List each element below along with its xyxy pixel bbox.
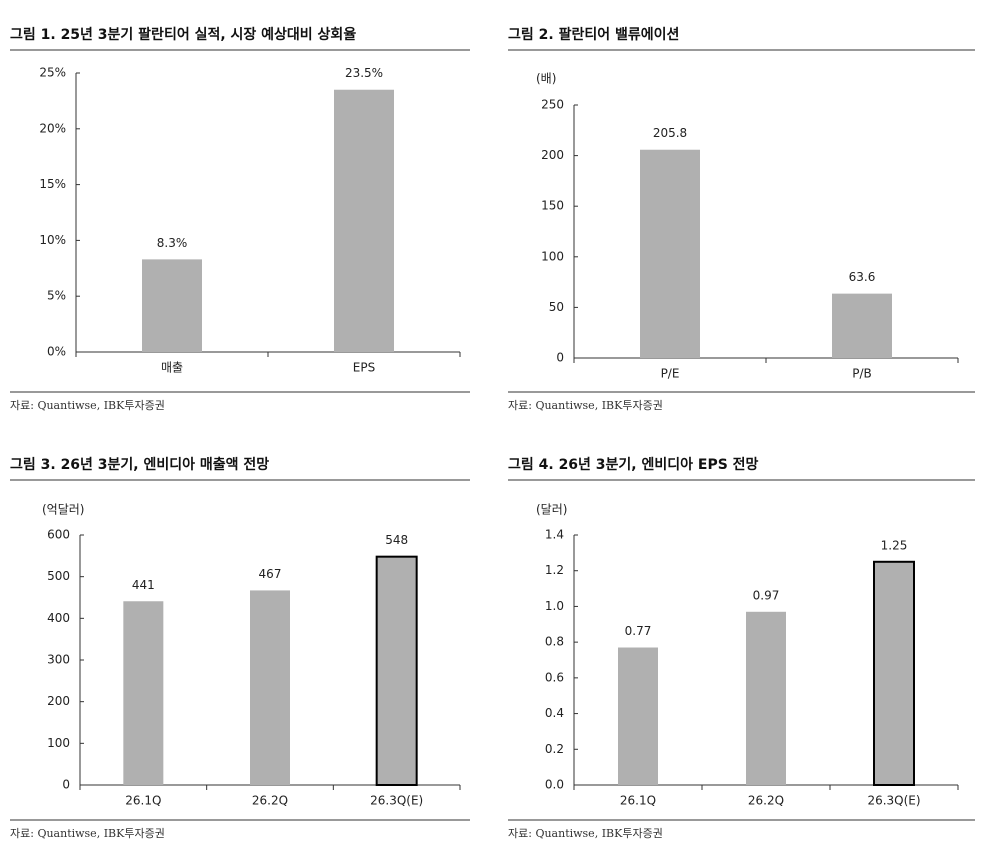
value-label: 467 <box>259 567 282 581</box>
bar <box>375 555 418 787</box>
x-tick-label: 매출 <box>161 361 183 375</box>
y-tick-label: 25% <box>39 66 66 80</box>
y-tick-label: 150 <box>541 199 564 213</box>
source: 자료: Quantiwse, IBK투자증권 <box>508 827 663 840</box>
y-tick-label: 0.2 <box>545 742 564 756</box>
x-tick-label: P/B <box>852 367 872 381</box>
y-tick-label: 300 <box>47 653 70 667</box>
value-label: 0.77 <box>625 624 652 638</box>
value-label: 441 <box>132 578 155 592</box>
x-tick-label: P/E <box>661 367 680 381</box>
y-tick-label: 0.8 <box>545 635 564 649</box>
source: 자료: Quantiwse, IBK투자증권 <box>10 827 165 840</box>
x-tick-label: 26.2Q <box>252 794 288 808</box>
y-tick-label: 5% <box>47 289 66 303</box>
bar <box>832 293 892 358</box>
y-tick-label: 50 <box>549 300 564 314</box>
y-tick-label: 1.4 <box>545 528 564 542</box>
value-label: 548 <box>385 533 408 547</box>
chart-title: 그림 3. 26년 3분기, 엔비디아 매출액 전망 <box>10 456 269 473</box>
bar <box>142 259 202 352</box>
bar <box>334 89 394 353</box>
value-label: 1.25 <box>881 538 908 552</box>
bar <box>873 560 915 786</box>
x-tick-label: EPS <box>353 361 375 375</box>
bar <box>123 601 164 785</box>
y-tick-label: 1.0 <box>545 599 564 613</box>
y-tick-label: 15% <box>39 177 66 191</box>
y-tick-label: 0 <box>62 778 70 792</box>
value-label: 205.8 <box>653 126 687 140</box>
chart-title: 그림 1. 25년 3분기 팔란티어 실적, 시장 예상대비 상회율 <box>10 26 356 43</box>
bar <box>618 647 658 785</box>
y-tick-label: 0.4 <box>545 706 564 720</box>
y-tick-label: 0 <box>556 351 564 365</box>
bar <box>746 611 786 785</box>
value-label: 0.97 <box>753 588 780 602</box>
bar <box>640 149 700 358</box>
y-tick-label: 0.0 <box>545 778 564 792</box>
y-tick-label: 0% <box>47 345 66 359</box>
source: 자료: Quantiwse, IBK투자증권 <box>508 399 663 412</box>
chart-title: 그림 2. 팔란티어 밸류에이션 <box>508 26 679 43</box>
y-tick-label: 600 <box>47 528 70 542</box>
y-tick-label: 200 <box>541 148 564 162</box>
y-tick-label: 500 <box>47 569 70 583</box>
x-tick-label: 26.2Q <box>748 794 784 808</box>
y-tick-label: 0.6 <box>545 670 564 684</box>
y-tick-label: 20% <box>39 121 66 135</box>
y-tick-label: 400 <box>47 611 70 625</box>
x-tick-label: 26.3Q(E) <box>867 794 920 808</box>
value-label: 8.3% <box>157 236 188 250</box>
y-tick-label: 100 <box>47 736 70 750</box>
unit-label: (달러) <box>536 503 567 517</box>
y-tick-label: 10% <box>39 233 66 247</box>
source: 자료: Quantiwse, IBK투자증권 <box>10 399 165 412</box>
y-tick-label: 250 <box>541 98 564 112</box>
y-tick-label: 200 <box>47 694 70 708</box>
y-tick-label: 100 <box>541 249 564 263</box>
value-label: 63.6 <box>849 270 876 284</box>
unit-label: (배) <box>536 72 556 86</box>
unit-label: (억달러) <box>42 503 84 517</box>
x-tick-label: 26.3Q(E) <box>370 794 423 808</box>
value-label: 23.5% <box>345 66 383 80</box>
x-tick-label: 26.1Q <box>125 794 161 808</box>
chart-title: 그림 4. 26년 3분기, 엔비디아 EPS 전망 <box>508 456 759 473</box>
y-tick-label: 1.2 <box>545 563 564 577</box>
x-tick-label: 26.1Q <box>620 794 656 808</box>
bar <box>250 590 290 785</box>
